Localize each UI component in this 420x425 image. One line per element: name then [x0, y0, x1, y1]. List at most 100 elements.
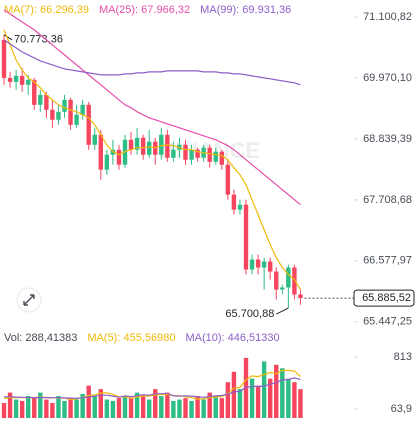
- y-tick-label: 65.447,25: [363, 316, 412, 328]
- volume-bar: [165, 392, 170, 418]
- candle-body: [286, 267, 291, 288]
- candle-body: [213, 151, 218, 162]
- candle-body: [13, 75, 19, 82]
- legend-label: MA(25): 67.966,32: [99, 4, 190, 16]
- candle-body: [74, 114, 79, 125]
- candle-body: [274, 271, 279, 290]
- candle-body: [128, 139, 134, 150]
- candle-body: [19, 75, 25, 85]
- expand-arrow: [23, 294, 35, 306]
- volume-bar: [292, 382, 297, 418]
- volume-bar: [80, 393, 85, 418]
- volume-bar: [255, 385, 261, 418]
- ma-line: [3, 29, 301, 290]
- expand-icon[interactable]: [16, 287, 42, 313]
- candle-body: [195, 149, 200, 158]
- volume-bar: [32, 398, 37, 418]
- candle-body: [62, 99, 67, 112]
- candle-body: [243, 204, 249, 270]
- high-label: 70.773,36: [14, 34, 63, 46]
- volume-bar: [140, 395, 146, 418]
- volume-bar: [19, 400, 25, 418]
- volume-bar: [104, 399, 110, 418]
- candle-body: [38, 94, 43, 105]
- volume-bar: [201, 399, 206, 418]
- volume-bar: [219, 398, 224, 418]
- volume-bar: [183, 398, 188, 418]
- candle-body: [280, 287, 285, 290]
- y-tick-label: 67.708,68: [363, 194, 412, 206]
- volume-bar: [207, 392, 212, 418]
- y-tick-label: 71.100,82: [363, 11, 412, 23]
- ma-line: [3, 9, 301, 206]
- volume-bar: [26, 396, 31, 418]
- legend-label: MA(7): 66.296,39: [4, 4, 89, 16]
- y-tick-label: 813: [394, 351, 412, 363]
- candle-body: [116, 149, 122, 165]
- volume-bar: [268, 378, 273, 418]
- y-tick-label: 63,9: [391, 403, 412, 415]
- candle-body: [140, 137, 146, 155]
- candle-body: [80, 104, 85, 115]
- candle-body: [147, 141, 152, 155]
- volume-bar: [7, 392, 13, 418]
- volume-bar: [171, 400, 176, 418]
- candle-body: [225, 164, 231, 195]
- legend-label: Vol: 288,41383: [4, 332, 77, 344]
- y-tick-label: 68.839,39: [363, 133, 412, 145]
- y-tick-label: 66.577,97: [363, 255, 412, 267]
- volume-bar: [134, 392, 140, 418]
- volume-bar: [189, 400, 194, 418]
- volume-bar: [98, 389, 103, 418]
- volume-bar: [261, 361, 267, 418]
- volume-bar: [159, 396, 164, 418]
- candle-body: [98, 134, 103, 170]
- candle-body: [249, 259, 255, 270]
- volume-bar: [177, 399, 182, 418]
- legend-label: MA(99): 69.931,36: [200, 4, 291, 16]
- candle-body: [50, 109, 55, 120]
- volume-bar: [116, 398, 122, 418]
- volume-bar: [237, 389, 243, 418]
- candle-body: [56, 111, 61, 120]
- candle-body: [86, 104, 91, 145]
- volume-bar: [38, 392, 43, 418]
- volume-bar: [153, 389, 158, 418]
- volume-bar: [147, 399, 152, 418]
- volume-bar: [231, 371, 237, 418]
- legend-label: MA(10): 446,51330: [185, 332, 279, 344]
- candle-body: [104, 154, 110, 170]
- candle-body: [292, 267, 297, 295]
- volume-bar: [110, 400, 116, 418]
- volume-bar: [195, 396, 200, 418]
- y-tick-label: 69.970,10: [363, 72, 412, 84]
- candle-body: [189, 149, 194, 160]
- volume-bar: [122, 396, 128, 418]
- high-pointer: [3, 34, 13, 41]
- candle-body: [68, 99, 73, 125]
- volume-bar: [13, 399, 19, 418]
- candle-body: [237, 204, 243, 210]
- volume-bar: [225, 382, 231, 418]
- volume-bar: [86, 385, 91, 418]
- candle-body: [171, 149, 176, 158]
- candle-body: [159, 134, 164, 155]
- candle-body: [231, 194, 237, 210]
- volume-bar: [50, 403, 55, 418]
- volume-bar: [274, 364, 279, 418]
- candle-body: [44, 94, 49, 110]
- candle-body: [268, 261, 273, 272]
- candle-body: [32, 79, 37, 105]
- volume-bar: [92, 396, 97, 418]
- volume-bar: [298, 389, 303, 418]
- candle-body: [255, 259, 261, 268]
- candle-body: [92, 134, 97, 145]
- volume-bar: [1, 403, 7, 418]
- candle-body: [298, 294, 303, 299]
- volume-bar: [44, 399, 49, 418]
- last-price-box: [353, 289, 415, 307]
- volume-bar: [56, 396, 61, 418]
- candle-body: [134, 137, 140, 150]
- last-price-label: 65.885,52: [362, 292, 411, 304]
